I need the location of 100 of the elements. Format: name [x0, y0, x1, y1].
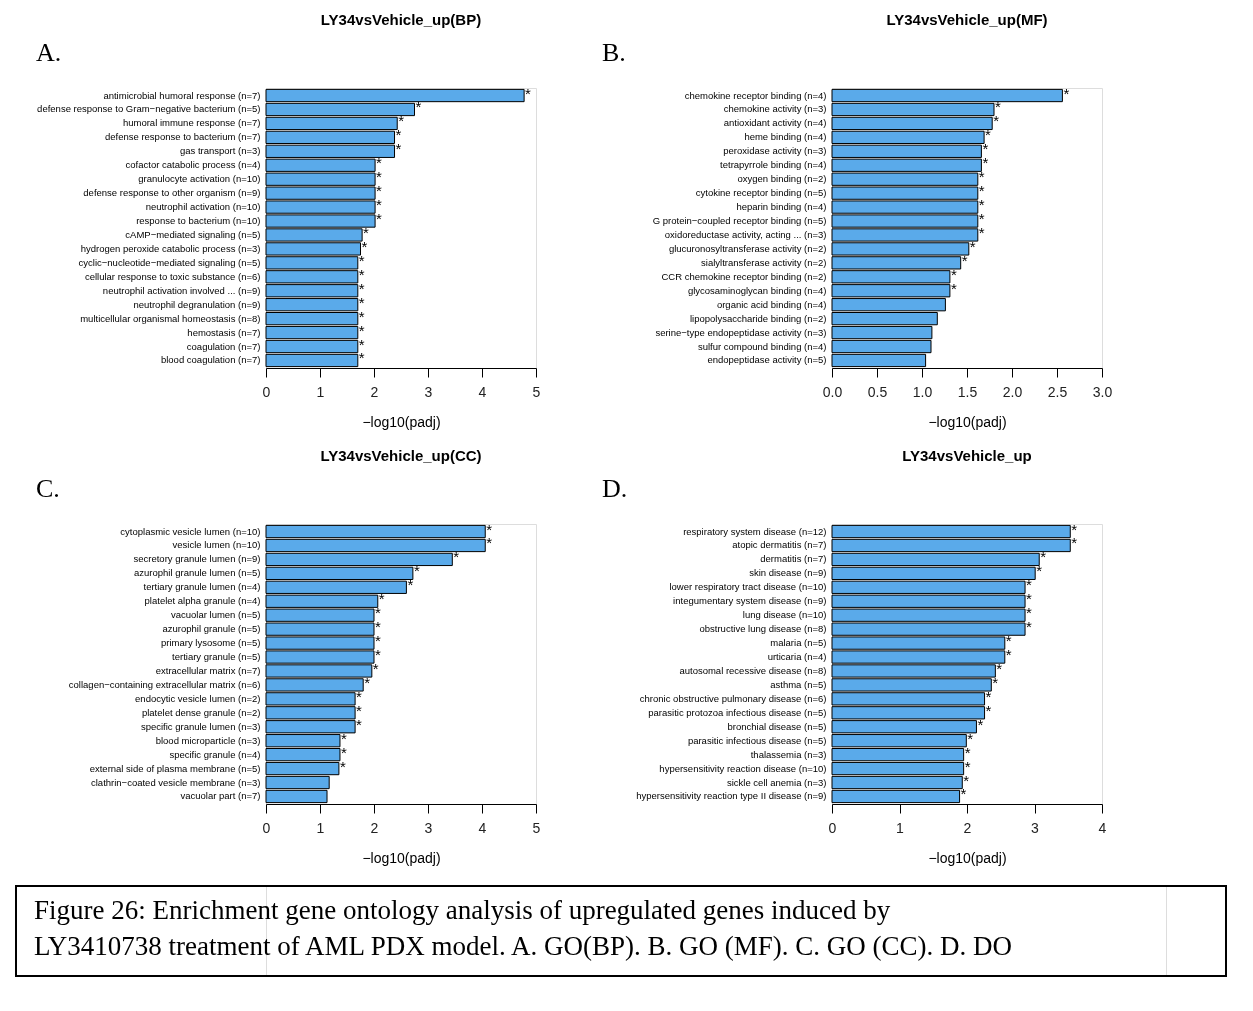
- y-tick-label: respiratory system disease (n=12): [683, 525, 827, 537]
- x-tick-label: 4: [478, 383, 487, 400]
- text: C.: [36, 474, 60, 503]
- x-axis-title: −log10(padj): [928, 849, 1007, 866]
- y-tick-label: collagen−containing extracellular matrix (n=6): [68, 678, 261, 690]
- chart-title: LY34vsVehicle_up(CC): [320, 447, 482, 464]
- x-tick-label: 4: [478, 819, 487, 836]
- y-tick-label: thalassemia (n=3): [750, 748, 827, 760]
- y-tick-label: lower respiratory tract disease (n=10): [669, 581, 827, 593]
- y-tick-label: secretory granule lumen (n=9): [133, 553, 261, 565]
- y-tick-label: azurophil granule lumen (n=5): [134, 567, 261, 579]
- y-tick-label: atopic dermatitis (n=7): [732, 539, 827, 551]
- y-tick-label: blood coagulation (n=7): [160, 354, 261, 366]
- x-tick-label: 3: [424, 819, 433, 836]
- data-label: *: [413, 562, 420, 580]
- y-tick-label: lipopolysaccharide binding (n=2): [689, 312, 827, 324]
- data-label: *: [977, 715, 984, 733]
- y-tick-label: sulfur compound binding (n=4): [697, 340, 827, 352]
- y-tick-label: sickle cell anemia (n=3): [726, 776, 827, 788]
- y-tick-label: tertiary granule lumen (n=4): [143, 581, 261, 593]
- x-tick-label: 5: [532, 819, 541, 836]
- y-tick-label: cofactor catabolic process (n=4): [125, 159, 261, 171]
- y-tick-label: tetrapyrrole binding (n=4): [720, 159, 827, 171]
- y-tick-label: glycosaminoglycan binding (n=4): [687, 284, 827, 296]
- data-label: *: [415, 98, 422, 116]
- chart-title: LY34vsVehicle_up(BP): [320, 11, 482, 28]
- y-tick-label: G protein−coupled receptor binding (n=5): [652, 215, 827, 227]
- y-tick-label: azurophil granule (n=5): [162, 623, 261, 635]
- y-tick-label: chemokine activity (n=3): [723, 103, 827, 115]
- data-label: *: [1036, 562, 1043, 580]
- y-tick-label: malaria (n=5): [770, 637, 827, 649]
- x-tick-label: 5: [532, 383, 541, 400]
- data-label: *: [364, 673, 371, 691]
- y-tick-label: defense response to bacterium (n=7): [104, 131, 261, 143]
- x-tick-label: 3.0: [1092, 383, 1113, 400]
- y-tick-label: cytokine receptor binding (n=5): [695, 187, 827, 199]
- x-tick-label: 0.0: [822, 383, 843, 400]
- y-tick-label: neutrophil degranulation (n=9): [133, 298, 261, 310]
- y-tick-label: neutrophil activation involved ... (n=9): [102, 284, 261, 296]
- y-tick-label: response to bacterium (n=10): [136, 215, 261, 227]
- y-tick-label: parasitic infectious disease (n=5): [687, 734, 827, 746]
- y-tick-label: clathrin−coated vesicle membrane (n=3): [90, 776, 261, 788]
- y-tick-label: urticaria (n=4): [767, 651, 827, 663]
- y-tick-label: defense response to Gram−negative bacterium (n=5): [37, 103, 261, 115]
- y-tick-label: autosomal recessive disease (n=8): [679, 664, 827, 676]
- y-tick-label: glucuronosyltransferase activity (n=2): [668, 242, 827, 254]
- y-tick-label: specific granule (n=4): [169, 748, 261, 760]
- y-tick-label: multicellular organismal homeostasis (n=8): [80, 312, 261, 324]
- y-tick-label: endopeptidase activity (n=5): [707, 354, 827, 366]
- y-tick-label: defense response to other organism (n=9): [83, 187, 261, 199]
- data-label: *: [961, 251, 968, 269]
- y-tick-label: vacuolar part (n=7): [180, 790, 261, 802]
- x-tick-label: 2.0: [1002, 383, 1023, 400]
- y-tick-label: primary lysosome (n=5): [160, 637, 261, 649]
- data-label: *: [453, 548, 460, 566]
- y-tick-label: heme binding (n=4): [744, 131, 827, 143]
- y-tick-label: bronchial disease (n=5): [727, 720, 827, 732]
- y-tick-label: integumentary system disease (n=9): [673, 595, 827, 607]
- data-label: *: [969, 237, 976, 255]
- x-tick-label: 1: [316, 383, 325, 400]
- y-tick-label: parasitic protozoa infectious disease (n=5): [648, 706, 827, 718]
- x-tick-label: 2: [370, 819, 379, 836]
- y-tick-label: cytoplasmic vesicle lumen (n=10): [120, 525, 261, 537]
- y-tick-label: neutrophil activation (n=10): [145, 201, 261, 213]
- x-tick-label: 2.5: [1047, 383, 1068, 400]
- x-tick-label: 2: [370, 383, 379, 400]
- chart-title: LY34vsVehicle_up: [902, 447, 1032, 464]
- x-tick-label: 1: [316, 819, 325, 836]
- y-tick-label: extracellular matrix (n=7): [155, 664, 261, 676]
- y-tick-label: oxygen binding (n=2): [737, 173, 827, 185]
- y-tick-label: antimicrobial humoral response (n=7): [103, 89, 261, 101]
- y-tick-label: lung disease (n=10): [742, 609, 827, 621]
- y-tick-label: platelet dense granule (n=2): [141, 706, 261, 718]
- y-tick-label: skin disease (n=9): [749, 567, 827, 579]
- y-tick-label: serine−type endopeptidase activity (n=3): [655, 326, 827, 338]
- y-tick-label: organic acid binding (n=4): [716, 298, 827, 310]
- y-tick-label: endocytic vesicle lumen (n=2): [135, 692, 261, 704]
- caption: Figure 26: Enrichment gene ontology analysis of upregulated genes induced by LY3410738 treatment of AML PDX model. A. GO(BP). B. GO (MF). C. GO (CC). D. DO: [34, 895, 1013, 961]
- y-tick-label: cyclic−nucleotide−mediated signaling (n=5): [78, 256, 261, 268]
- x-tick-label: 2: [963, 819, 972, 836]
- y-tick-label: vesicle lumen (n=10): [172, 539, 261, 551]
- text: D.: [602, 474, 628, 503]
- y-tick-label: gas transport (n=3): [179, 145, 261, 157]
- y-tick-label: tertiary granule (n=5): [172, 651, 261, 663]
- x-axis-title: −log10(padj): [928, 413, 1007, 430]
- y-tick-label: blood microparticle (n=3): [155, 734, 261, 746]
- y-tick-label: asthma (n=5): [770, 678, 827, 690]
- x-tick-label: 0: [262, 383, 271, 400]
- y-tick-label: peroxidase activity (n=3): [723, 145, 827, 157]
- y-tick-label: coagulation (n=7): [186, 340, 261, 352]
- y-tick-label: dermatitis (n=7): [760, 553, 827, 565]
- x-tick-label: 0: [262, 819, 271, 836]
- y-tick-label: vacuolar lumen (n=5): [170, 609, 261, 621]
- y-tick-label: hypersensitivity reaction type II disease (n=9): [636, 790, 827, 802]
- y-tick-label: hemostasis (n=7): [187, 326, 261, 338]
- x-axis-title: −log10(padj): [362, 849, 441, 866]
- y-tick-label: platelet alpha granule (n=4): [144, 595, 261, 607]
- x-tick-label: 3: [424, 383, 433, 400]
- y-tick-label: granulocyte activation (n=10): [138, 173, 261, 185]
- data-label: *: [996, 659, 1003, 677]
